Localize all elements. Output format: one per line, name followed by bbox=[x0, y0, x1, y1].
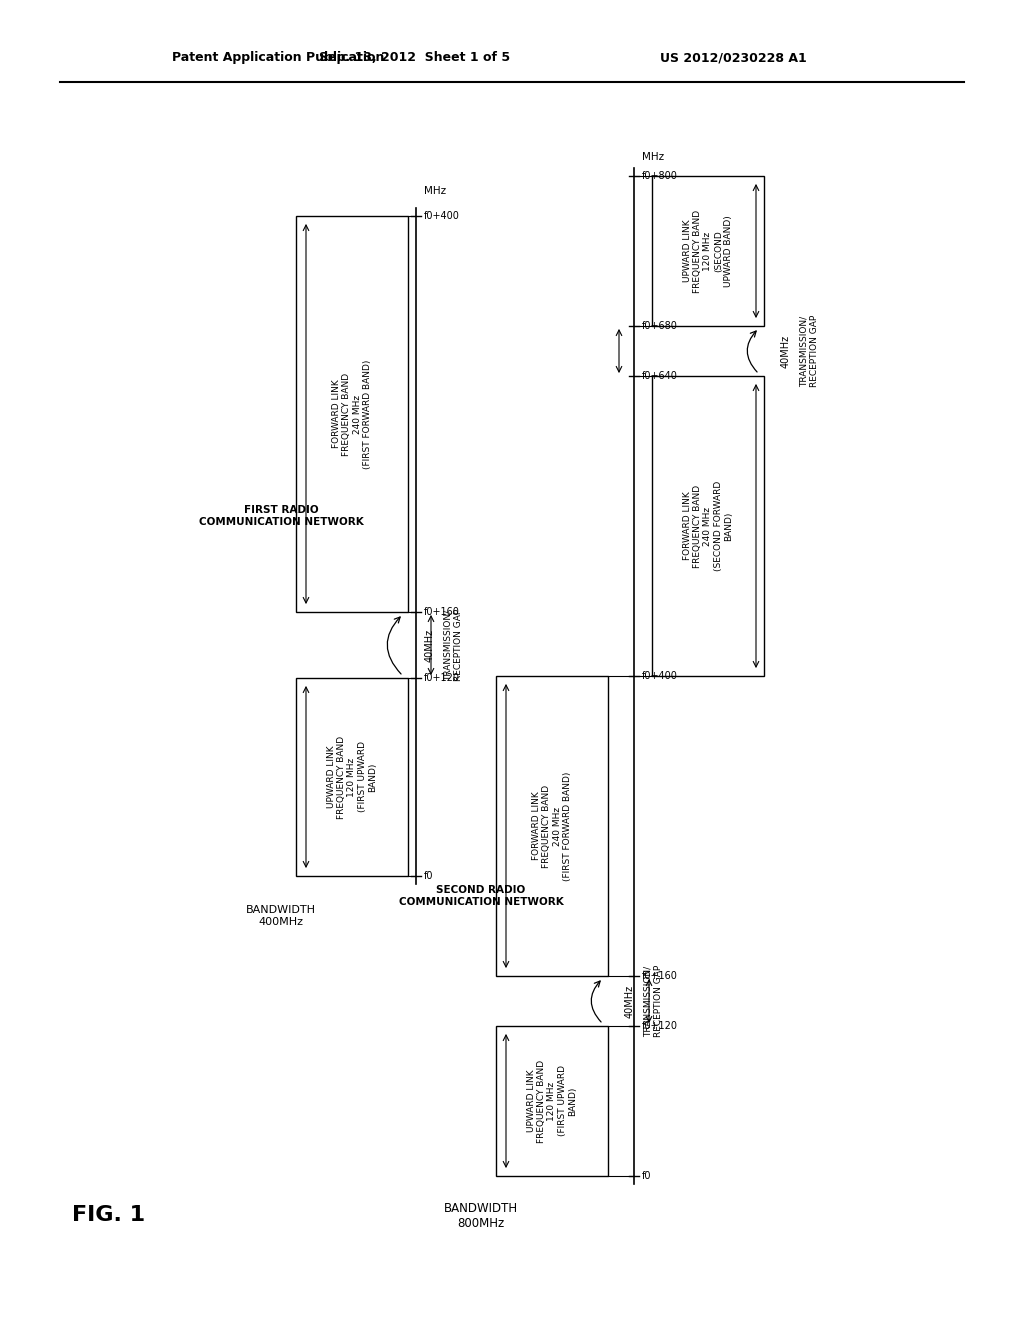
Bar bbox=[296, 216, 408, 612]
Text: FIRST RADIO
COMMUNICATION NETWORK: FIRST RADIO COMMUNICATION NETWORK bbox=[199, 506, 364, 527]
Text: f0+160: f0+160 bbox=[642, 972, 678, 981]
Bar bbox=[652, 176, 764, 326]
Text: f0: f0 bbox=[424, 871, 433, 880]
Text: f0: f0 bbox=[642, 1171, 651, 1181]
Text: 40MHz: 40MHz bbox=[625, 985, 635, 1018]
Text: f0+120: f0+120 bbox=[642, 1020, 678, 1031]
Text: Patent Application Publication: Patent Application Publication bbox=[172, 51, 384, 65]
Text: FORWARD LINK
FREQUENCY BAND
240 MHz
(FIRST FORWARD BAND): FORWARD LINK FREQUENCY BAND 240 MHz (FIR… bbox=[332, 359, 372, 469]
Text: UPWARD LINK
FREQUENCY BAND
120 MHz
(SECOND
UPWARD BAND): UPWARD LINK FREQUENCY BAND 120 MHz (SECO… bbox=[683, 210, 733, 293]
Text: Sep. 13, 2012  Sheet 1 of 5: Sep. 13, 2012 Sheet 1 of 5 bbox=[319, 51, 511, 65]
Text: MHz: MHz bbox=[642, 152, 665, 162]
Text: SECOND RADIO
COMMUNICATION NETWORK: SECOND RADIO COMMUNICATION NETWORK bbox=[398, 886, 563, 907]
Bar bbox=[296, 678, 408, 876]
Text: f0+400: f0+400 bbox=[424, 211, 460, 220]
Text: f0+160: f0+160 bbox=[424, 607, 460, 616]
Bar bbox=[496, 1026, 608, 1176]
Text: TRANSMISSION/
RECEPTION GAP: TRANSMISSION/ RECEPTION GAP bbox=[800, 315, 819, 387]
Text: TRANSMISSION/
RECEPTION GAP: TRANSMISSION/ RECEPTION GAP bbox=[443, 609, 463, 681]
Text: FORWARD LINK
FREQUENCY BAND
240 MHz
(SECOND FORWARD
BAND): FORWARD LINK FREQUENCY BAND 240 MHz (SEC… bbox=[683, 480, 733, 572]
Text: BANDWIDTH
400MHz: BANDWIDTH 400MHz bbox=[246, 906, 316, 927]
Text: UPWARD LINK
FREQUENCY BAND
120 MHz
(FIRST UPWARD
BAND): UPWARD LINK FREQUENCY BAND 120 MHz (FIRS… bbox=[526, 1060, 578, 1143]
Text: 40MHz: 40MHz bbox=[781, 334, 791, 367]
Text: f0+640: f0+640 bbox=[642, 371, 678, 381]
Text: BANDWIDTH
800MHz: BANDWIDTH 800MHz bbox=[444, 1203, 518, 1230]
Bar bbox=[652, 376, 764, 676]
Text: f0+800: f0+800 bbox=[642, 172, 678, 181]
Text: US 2012/0230228 A1: US 2012/0230228 A1 bbox=[660, 51, 807, 65]
Text: f0+400: f0+400 bbox=[642, 671, 678, 681]
Text: MHz: MHz bbox=[424, 186, 446, 197]
Text: f0+680: f0+680 bbox=[642, 321, 678, 331]
Bar bbox=[496, 676, 608, 975]
Text: FORWARD LINK
FREQUENCY BAND
240 MHz
(FIRST FORWARD BAND): FORWARD LINK FREQUENCY BAND 240 MHz (FIR… bbox=[531, 771, 572, 880]
Text: UPWARD LINK
FREQUENCY BAND
120 MHz
(FIRST UPWARD
BAND): UPWARD LINK FREQUENCY BAND 120 MHz (FIRS… bbox=[327, 735, 377, 818]
Text: FIG. 1: FIG. 1 bbox=[72, 1205, 145, 1225]
Text: f0+120: f0+120 bbox=[424, 673, 460, 682]
Text: TRANSMISSION/
RECEPTION GAP: TRANSMISSION/ RECEPTION GAP bbox=[643, 965, 663, 1038]
Text: 40MHz: 40MHz bbox=[425, 628, 435, 661]
